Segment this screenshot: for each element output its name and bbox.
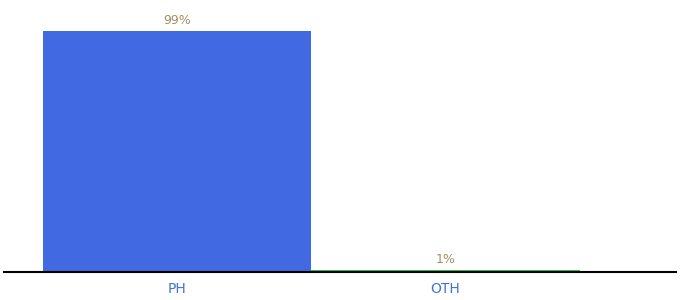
Bar — [311, 270, 580, 272]
Text: 99%: 99% — [163, 14, 191, 27]
Bar — [43, 31, 311, 272]
Text: 1%: 1% — [436, 253, 456, 266]
